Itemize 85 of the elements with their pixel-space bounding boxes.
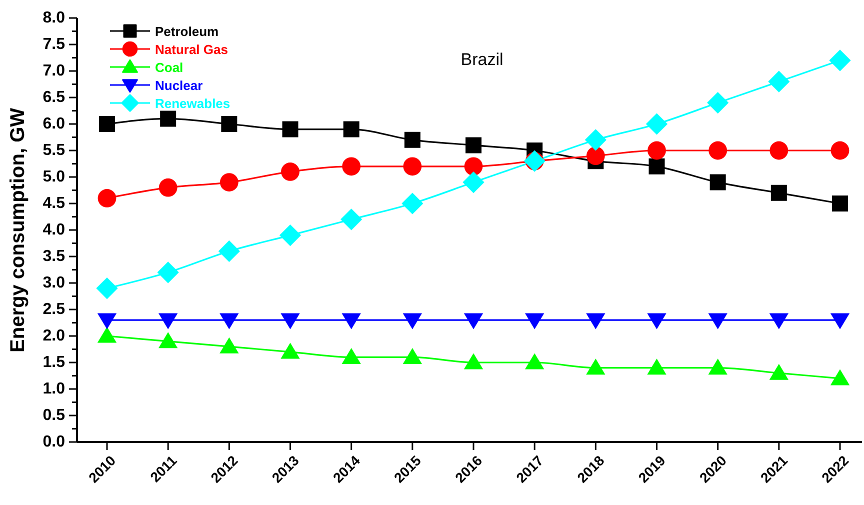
legend-label: Natural Gas — [155, 42, 228, 56]
point — [98, 189, 116, 208]
point — [402, 348, 422, 364]
y-tick-label: 2.5 — [42, 301, 66, 318]
point — [403, 157, 422, 176]
point — [462, 172, 484, 194]
point — [402, 313, 422, 330]
legend-label: Petroleum — [155, 24, 219, 38]
point — [340, 208, 362, 230]
point — [221, 116, 238, 132]
legend-label: Coal — [155, 60, 184, 74]
point — [584, 129, 606, 151]
point — [281, 162, 300, 181]
point — [770, 184, 787, 201]
y-axis-title: Energy consumption, GW — [6, 108, 30, 352]
point — [158, 313, 178, 330]
point — [524, 353, 544, 370]
point — [96, 278, 118, 300]
y-tick-label: 4.0 — [42, 222, 66, 238]
point — [342, 313, 361, 330]
point — [464, 157, 483, 176]
point — [97, 313, 117, 330]
point — [402, 192, 424, 214]
point — [710, 174, 726, 190]
point — [832, 196, 848, 212]
text: Brazil — [460, 50, 504, 70]
y-tick-label: 2.0 — [42, 328, 66, 344]
point — [647, 358, 666, 375]
point — [464, 353, 484, 370]
point — [220, 313, 239, 330]
y-tick-label: 1.5 — [42, 354, 66, 371]
y-tick-label: 1.0 — [42, 380, 66, 398]
y-tick-label: 7.0 — [42, 62, 66, 80]
point — [769, 313, 789, 330]
point — [647, 313, 666, 330]
point — [708, 141, 728, 160]
point — [646, 113, 668, 135]
point — [830, 313, 850, 330]
point — [586, 146, 605, 165]
point — [768, 70, 790, 92]
point — [280, 313, 300, 330]
y-tick-label: 6.0 — [42, 116, 66, 132]
point — [218, 240, 240, 262]
point — [342, 157, 361, 176]
point — [769, 364, 789, 380]
legend-label: Renewables — [155, 96, 230, 110]
y-tick-label: 6.5 — [42, 89, 66, 106]
y-tick-label: 3.5 — [42, 248, 66, 265]
point — [157, 262, 179, 284]
point — [99, 116, 115, 132]
y-tick-label: 0.5 — [42, 407, 66, 424]
y-tick-label: 3.0 — [42, 274, 66, 292]
point — [708, 358, 728, 375]
point — [404, 132, 420, 148]
point — [770, 141, 788, 160]
legend-label: Nuclear — [155, 78, 203, 92]
y-tick-label: 5.0 — [42, 168, 66, 186]
y-tick-label: 5.5 — [42, 142, 66, 159]
point — [524, 313, 544, 330]
point — [830, 141, 850, 160]
point — [343, 121, 360, 138]
point — [586, 358, 606, 375]
point — [707, 92, 729, 114]
point — [97, 326, 117, 343]
point — [158, 178, 178, 197]
point — [708, 313, 728, 330]
point — [829, 50, 851, 72]
y-tick-label: 4.5 — [42, 195, 66, 212]
point — [648, 158, 665, 174]
y-tick-label: 0.0 — [42, 434, 66, 450]
point — [648, 141, 666, 160]
point — [464, 313, 484, 330]
point — [280, 342, 300, 359]
y-tick-label: 7.5 — [42, 36, 66, 53]
point — [220, 337, 239, 354]
point — [586, 313, 606, 330]
point — [466, 137, 482, 154]
y-tick-label: 8.0 — [42, 10, 66, 26]
point — [282, 121, 298, 138]
point — [830, 369, 850, 386]
point — [158, 332, 178, 348]
point — [342, 348, 361, 364]
point — [160, 110, 176, 127]
point — [220, 173, 238, 192]
point — [279, 224, 302, 246]
